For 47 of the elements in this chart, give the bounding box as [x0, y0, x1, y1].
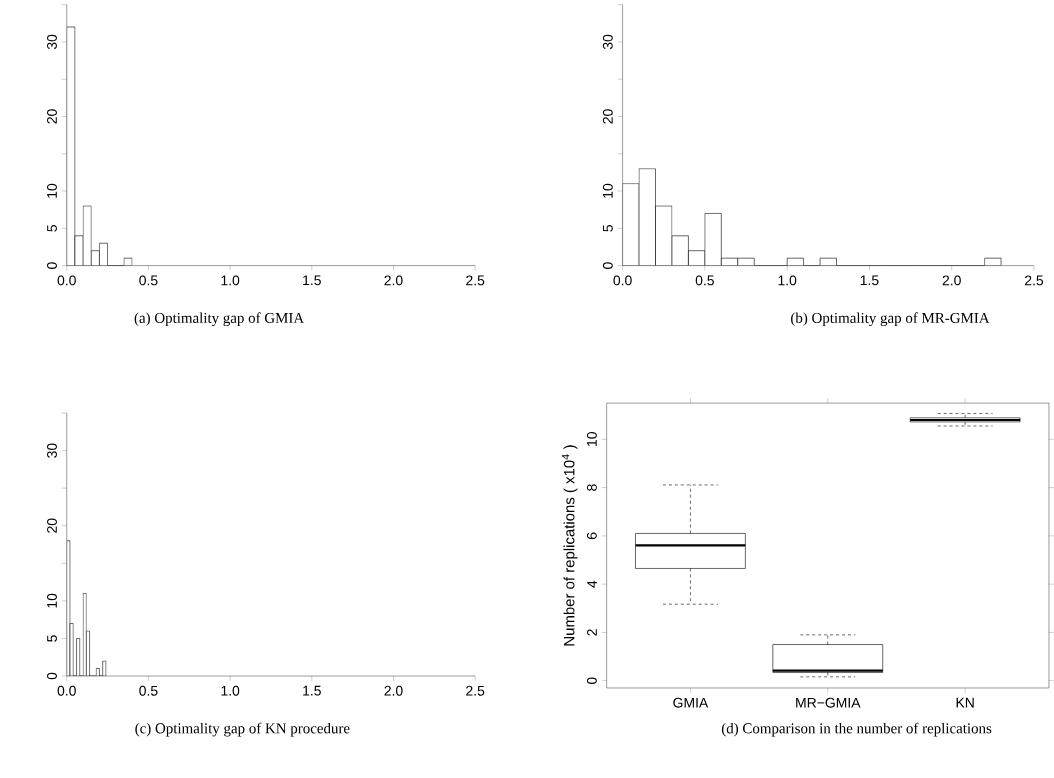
x-tick-label: 2.0 — [942, 275, 961, 286]
x-tick-label: KN — [956, 698, 974, 708]
y-tick-label: 30 — [602, 34, 613, 50]
x-tick-label: 2.0 — [384, 275, 403, 286]
x-tick-label: 1.5 — [860, 275, 879, 286]
y-tick-label: 0 — [586, 677, 597, 685]
x-tick-label: 1.0 — [778, 275, 797, 286]
x-tick-label: 0.5 — [695, 275, 714, 286]
x-tick-label: 0.0 — [57, 686, 76, 696]
y-tick-label: 5 — [47, 635, 57, 642]
x-tick-label: MR−GMIA — [796, 697, 861, 708]
y-tick-label: 10 — [602, 184, 613, 198]
x-tick-label: 0.5 — [139, 275, 158, 286]
x-tick-label: 0.5 — [139, 686, 158, 696]
y-tick-label: 6 — [586, 532, 597, 540]
y-tick-label: 20 — [602, 109, 613, 124]
text: (a) Optimality gap of GMIA — [134, 312, 305, 327]
y-tick-label: 4 — [587, 580, 597, 588]
x-tick-label: 2.5 — [466, 686, 485, 696]
x-tick-label: 0.0 — [613, 275, 632, 286]
y-tick-label: 10 — [47, 593, 57, 608]
text: (c) Optimality gap of KN procedure — [135, 722, 350, 737]
y-tick-label: 10 — [586, 432, 597, 447]
y-axis-title: Number of replications ( x10$^{4}$ ) — [561, 445, 578, 646]
y-tick-label: 0 — [47, 262, 57, 270]
text: (d) Comparison in the number of replications — [721, 722, 992, 737]
text: (b) Optimality gap of MR-GMIA — [791, 312, 990, 327]
y-tick-label: 30 — [47, 443, 57, 459]
x-tick-label: 2.5 — [1024, 275, 1044, 286]
y-tick-label: 10 — [47, 184, 57, 198]
y-tick-label: 5 — [603, 225, 613, 232]
x-tick-label: 1.5 — [303, 275, 321, 286]
x-tick-label: 2.0 — [384, 686, 403, 696]
y-tick-label: 0 — [602, 262, 613, 270]
y-tick-label: 8 — [586, 484, 597, 492]
x-tick-label: 2.5 — [466, 275, 485, 286]
y-tick-label: 20 — [47, 109, 57, 124]
y-tick-label: 20 — [47, 518, 57, 533]
x-tick-label: 0.0 — [57, 275, 76, 286]
x-tick-label: 1.0 — [221, 686, 240, 696]
x-tick-label: 1.5 — [303, 686, 321, 696]
y-tick-label: 5 — [47, 225, 57, 232]
y-tick-label: 0 — [47, 672, 57, 680]
y-tick-label: 30 — [47, 34, 57, 50]
y-tick-label: 2 — [587, 629, 597, 636]
x-tick-label: 1.0 — [221, 275, 240, 286]
x-tick-label: GMIA — [673, 697, 709, 708]
